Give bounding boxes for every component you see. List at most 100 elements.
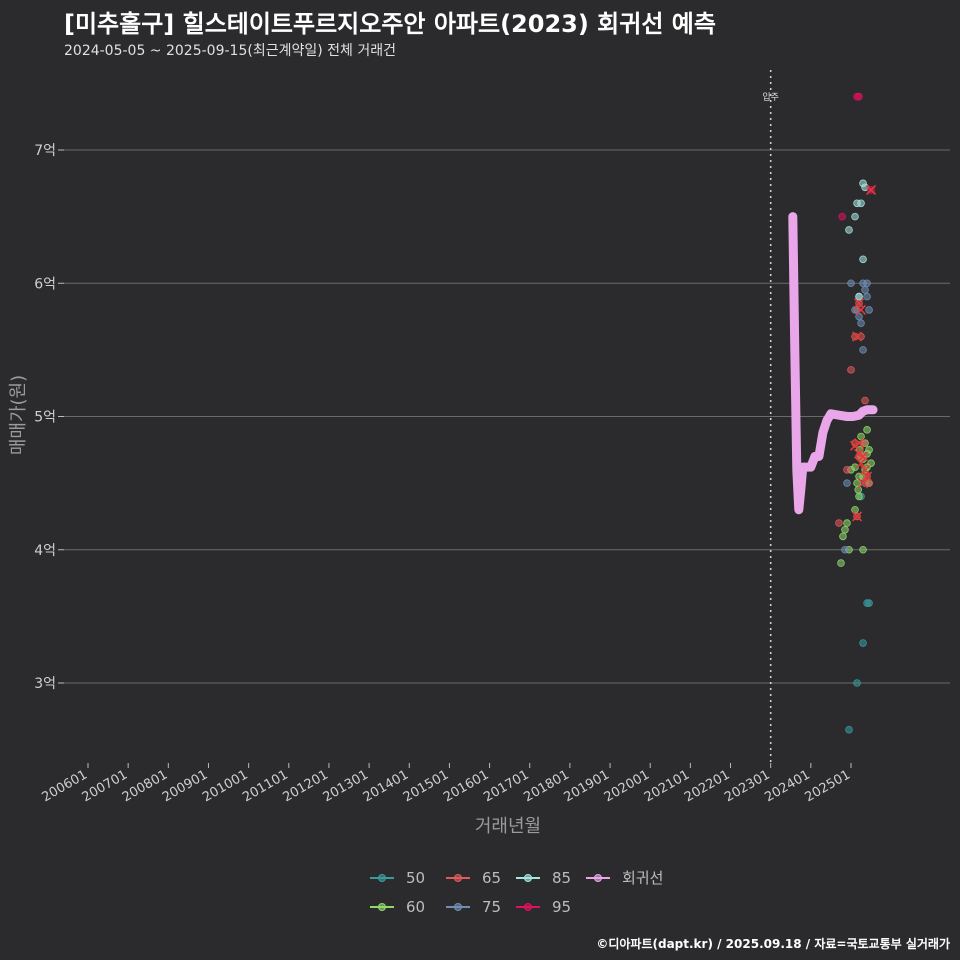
data-point-60 — [841, 525, 849, 534]
data-point-60 — [851, 505, 859, 514]
data-point-75 — [863, 292, 871, 301]
data-point-60 — [837, 559, 845, 567]
data-point-85 — [859, 255, 867, 264]
cancel-mark — [855, 304, 867, 315]
x-tick-label: 202301 — [722, 767, 772, 805]
data-point-60 — [855, 492, 863, 501]
regression-line — [788, 212, 878, 515]
x-tick-label: 201401 — [361, 767, 411, 805]
legend-label: 75 — [482, 898, 501, 916]
x-tick-label: 201701 — [481, 767, 531, 805]
legend-swatch-dot — [524, 903, 532, 911]
x-tick-label: 201801 — [521, 767, 571, 805]
move-in-label: 입주 — [762, 91, 779, 103]
x-axis-title: 거래년월 — [475, 816, 541, 837]
chart-title: [미추홀구] 힐스테이트푸르지오주안 아파트(2023) 회귀선 예측 — [64, 10, 716, 38]
data-point-85 — [845, 226, 853, 234]
data-point-65 — [843, 465, 851, 474]
data-point-75 — [855, 312, 863, 321]
data-point-75 — [843, 479, 851, 487]
x-tick-label: 201601 — [441, 767, 491, 805]
x-tick-label: 200601 — [40, 767, 90, 805]
legend-label: 50 — [406, 869, 425, 887]
y-tick-label: 6억 — [34, 276, 56, 292]
data-point-75 — [847, 279, 855, 288]
data-point-85 — [857, 199, 865, 208]
x-tick-label: 201301 — [321, 767, 371, 805]
legend-label: 65 — [482, 869, 501, 887]
y-tick-label: 5억 — [34, 410, 56, 426]
x-tick-label: 201501 — [401, 767, 451, 805]
y-tick-label: 3억 — [34, 676, 56, 692]
cancel-mark — [853, 438, 865, 449]
x-tick-label: 202001 — [602, 767, 652, 805]
x-tick-label: 201001 — [200, 767, 250, 805]
data-point-75 — [865, 306, 873, 314]
x-tick-label: 201901 — [562, 767, 612, 805]
data-point-85 — [855, 292, 863, 301]
cancel-mark — [851, 331, 863, 342]
legend-item-65: 65 — [446, 869, 501, 887]
legend-item-75: 75 — [446, 898, 501, 916]
data-point-95 — [855, 92, 863, 101]
data-point-50 — [845, 725, 853, 734]
x-tick-label: 200701 — [80, 767, 130, 805]
legend-item-60: 60 — [370, 898, 425, 916]
x-tick-label: 200901 — [160, 767, 210, 805]
x-tick-label: 202201 — [682, 767, 732, 805]
cancel-mark — [857, 451, 869, 462]
data-point-75 — [859, 346, 867, 354]
data-point-50 — [865, 599, 873, 607]
legend-swatch-dot — [594, 874, 602, 882]
x-tick-label: 202101 — [642, 767, 692, 805]
chart-subtitle: 2024-05-05 ~ 2025-09-15(최근계약일) 전체 거래건 — [64, 43, 396, 59]
data-point-75 — [841, 545, 849, 554]
cancel-mark — [855, 458, 867, 469]
legend-swatch-dot — [454, 903, 462, 911]
legend-swatch-dot — [378, 874, 386, 882]
data-point-65 — [835, 519, 843, 527]
legend-item-50: 50 — [370, 869, 425, 887]
cancel-mark — [861, 471, 873, 482]
data-point-65 — [861, 396, 869, 405]
legend-swatch-dot — [524, 874, 532, 882]
data-point-75 — [857, 319, 865, 328]
legend-swatch-dot — [454, 874, 462, 882]
data-point-60 — [851, 463, 859, 471]
x-tick-label: 201101 — [240, 767, 290, 805]
data-point-60 — [839, 532, 847, 541]
y-axis-title: 매매가(원) — [8, 375, 29, 455]
data-point-65 — [865, 479, 873, 487]
cancel-mark — [859, 464, 871, 475]
legend-swatch-dot — [378, 903, 386, 911]
legend-item-회귀선: 회귀선 — [586, 869, 663, 887]
legend-item-85: 85 — [516, 869, 571, 887]
legend-label: 60 — [406, 898, 425, 916]
data-point-65 — [847, 366, 855, 374]
data-point-60 — [859, 545, 867, 554]
data-point-60 — [854, 485, 863, 494]
y-tick-label: 4억 — [34, 543, 56, 559]
cancel-mark — [857, 478, 869, 489]
cancel-mark — [851, 511, 863, 522]
cancel-mark — [866, 184, 877, 196]
data-point-50 — [859, 639, 867, 647]
data-point-75 — [861, 286, 869, 294]
data-point-60 — [857, 432, 865, 441]
footer-credit: ©디아파트(dapt.kr) / 2025.09.18 / 자료=국토교통부 실… — [596, 937, 950, 951]
x-tick-label: 201201 — [280, 767, 330, 805]
legend-item-95: 95 — [516, 898, 571, 916]
y-tick-label: 7억 — [34, 143, 56, 159]
data-point-85 — [851, 212, 859, 221]
data-point-60 — [865, 446, 873, 454]
data-point-75 — [859, 279, 867, 288]
legend-label: 85 — [552, 869, 571, 887]
cancel-mark — [853, 298, 865, 309]
data-point-60 — [843, 519, 851, 527]
legend-label: 95 — [552, 898, 571, 916]
data-point-60 — [853, 479, 861, 487]
x-tick-label: 202501 — [803, 767, 853, 805]
x-tick-label: 200801 — [120, 767, 170, 805]
data-point-50 — [853, 679, 861, 687]
